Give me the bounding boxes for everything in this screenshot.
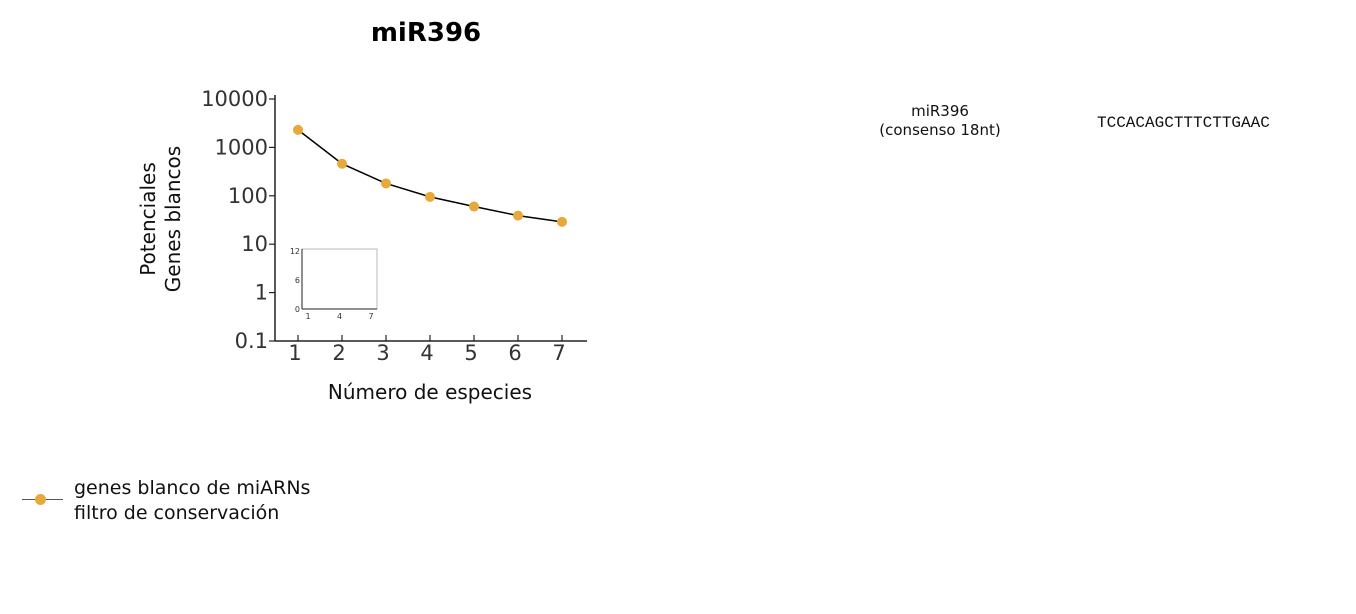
inset-y-tick-label: 12 bbox=[290, 247, 300, 256]
data-point bbox=[293, 124, 303, 135]
x-tick-label: 5 bbox=[464, 341, 477, 365]
legend-label: genes blanco de miARNs filtro de conserv… bbox=[74, 477, 311, 524]
data-point bbox=[425, 191, 435, 202]
y-axis-label: Potenciales Genes blancos bbox=[136, 146, 185, 292]
inset-frame bbox=[301, 248, 378, 310]
y-ticks: 0.1 1 10 100 1000 10000 bbox=[201, 87, 275, 353]
legend-marker bbox=[22, 476, 64, 505]
x-tick-label: 2 bbox=[332, 341, 345, 365]
chart-title: miR396 bbox=[371, 18, 481, 48]
x-tick-label: 6 bbox=[508, 341, 521, 365]
y-tick-label: 1 bbox=[255, 281, 268, 305]
data-points bbox=[293, 124, 567, 227]
inset-y-tick-label: 6 bbox=[295, 276, 300, 285]
y-tick-label: 10000 bbox=[201, 87, 268, 111]
series-line bbox=[297, 129, 563, 223]
x-tick-label: 3 bbox=[376, 341, 389, 365]
inset-x-tick-label: 4 bbox=[337, 312, 342, 321]
inset-y-tick-label: 0 bbox=[295, 305, 300, 314]
consensus-sequence: TCCACAGCTTTCTTGAAC bbox=[1097, 114, 1270, 132]
inset-x-tick-label: 1 bbox=[305, 312, 310, 321]
data-point bbox=[513, 210, 523, 221]
y-tick-label: 0.1 bbox=[235, 329, 268, 353]
x-axis-label: Número de especies bbox=[328, 380, 532, 404]
inset-x-tick-label: 7 bbox=[368, 312, 373, 321]
inset-plot: 0 6 12 1 4 7 bbox=[290, 247, 378, 321]
data-point bbox=[381, 178, 391, 189]
x-tick-label: 1 bbox=[288, 341, 301, 365]
y-axis-label-line: Genes blancos bbox=[161, 146, 185, 292]
consensus-label: miR396 (consenso 18nt) bbox=[879, 102, 1001, 139]
y-tick-label: 100 bbox=[228, 184, 268, 208]
x-tick-label: 4 bbox=[420, 341, 433, 365]
y-tick-label: 1000 bbox=[215, 135, 268, 159]
x-ticks: 1 2 3 4 5 6 7 bbox=[288, 335, 566, 365]
y-axis-label-line: Potenciales bbox=[136, 162, 160, 276]
data-point bbox=[557, 216, 567, 227]
y-tick-label: 10 bbox=[241, 232, 268, 256]
legend: genes blanco de miARNs filtro de conserv… bbox=[22, 476, 310, 526]
x-tick-label: 7 bbox=[552, 341, 565, 365]
data-point bbox=[337, 158, 347, 169]
data-point bbox=[469, 201, 479, 212]
